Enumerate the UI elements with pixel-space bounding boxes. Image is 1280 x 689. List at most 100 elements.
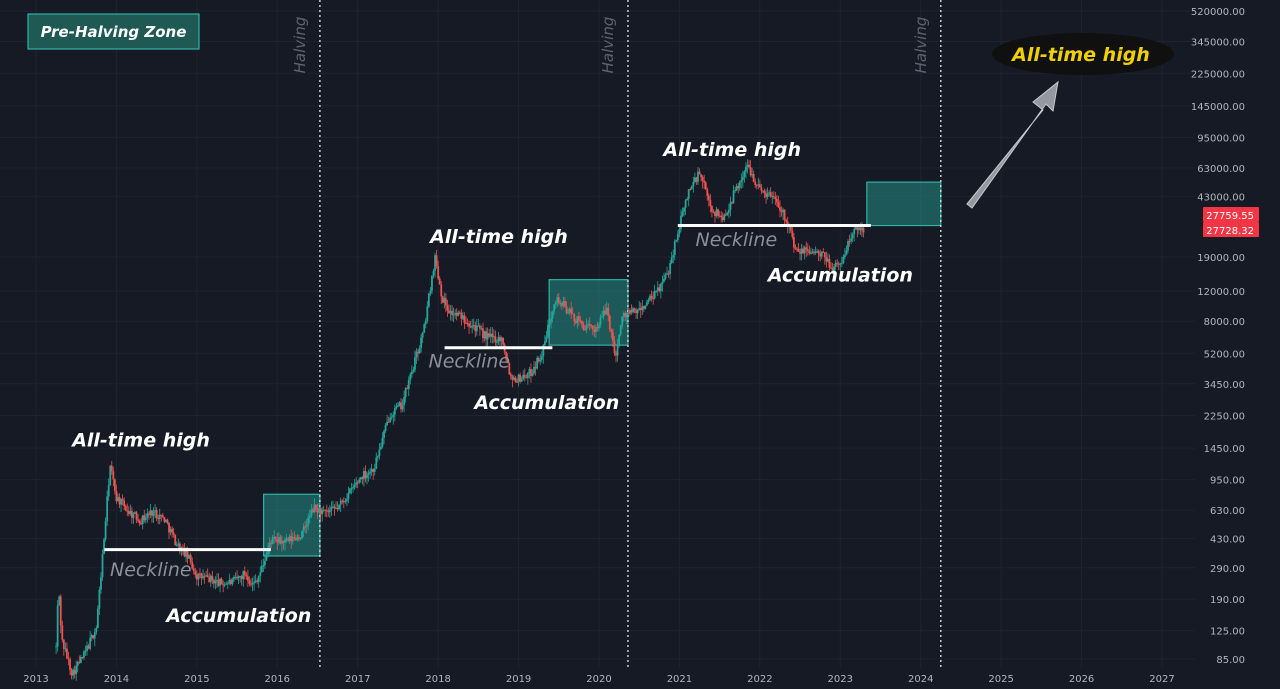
candle-body bbox=[853, 229, 856, 235]
candle-body bbox=[845, 250, 848, 255]
candle-body bbox=[754, 181, 757, 185]
candle-body bbox=[649, 295, 651, 300]
candle-body bbox=[644, 305, 647, 309]
candle-body bbox=[686, 198, 689, 201]
y-tick-label: 12000.00 bbox=[1197, 287, 1245, 298]
candle-body bbox=[766, 193, 769, 197]
y-tick-label: 345000.00 bbox=[1191, 37, 1245, 48]
y-tick-label: 520000.00 bbox=[1191, 7, 1245, 18]
candle-body bbox=[755, 184, 758, 186]
candle-body bbox=[383, 431, 385, 438]
candle-body bbox=[107, 485, 110, 497]
annotations: All-time high Neckline Accumulation All-tim… bbox=[70, 139, 913, 627]
candle-body bbox=[625, 312, 628, 318]
candle-body bbox=[409, 374, 412, 380]
candle-body bbox=[570, 308, 573, 314]
candle-body bbox=[477, 325, 480, 327]
candle-body bbox=[186, 550, 189, 559]
candle-body bbox=[393, 408, 396, 415]
annotation-label: All-time high bbox=[428, 226, 568, 248]
candle-body bbox=[706, 189, 709, 196]
candle-body bbox=[530, 369, 532, 377]
candle-body bbox=[454, 312, 457, 315]
candle-body bbox=[212, 579, 215, 584]
candle-body bbox=[813, 251, 815, 254]
legend-pre-halving-zone: Pre-Halving Zone bbox=[27, 13, 200, 50]
x-tick-label: 2026 bbox=[1069, 674, 1094, 685]
candle-body bbox=[234, 576, 237, 578]
candle-body bbox=[240, 576, 243, 580]
target-label: All-time high bbox=[1010, 44, 1150, 66]
y-tick-label: 1450.00 bbox=[1204, 444, 1245, 455]
candle-body bbox=[418, 347, 421, 354]
candle-body bbox=[197, 573, 200, 580]
candle-body bbox=[219, 578, 221, 586]
candle-body bbox=[794, 247, 797, 249]
candle-body bbox=[746, 164, 749, 167]
candle-body bbox=[160, 514, 163, 516]
candle-body bbox=[407, 379, 410, 390]
candle-body bbox=[622, 313, 625, 317]
candle-body bbox=[672, 255, 675, 258]
candle-body bbox=[410, 371, 413, 375]
candle-body bbox=[693, 177, 696, 182]
candle-body bbox=[166, 519, 169, 524]
candle-body bbox=[129, 510, 132, 514]
candle-body bbox=[652, 298, 655, 300]
candle-body bbox=[460, 312, 463, 319]
candle-body bbox=[666, 273, 668, 275]
candle-body bbox=[350, 488, 353, 490]
candle-body bbox=[630, 310, 633, 313]
candle-body bbox=[324, 509, 327, 511]
candle-body bbox=[223, 584, 226, 586]
candle-body bbox=[497, 336, 500, 342]
candle-body bbox=[800, 248, 803, 254]
candle-body bbox=[106, 496, 109, 522]
candle-body bbox=[369, 471, 371, 474]
candle-body bbox=[718, 215, 721, 217]
candle-body bbox=[556, 297, 559, 303]
candle-body bbox=[731, 202, 733, 204]
candle-body bbox=[211, 575, 214, 580]
candle-body bbox=[579, 320, 582, 322]
y-tick-label: 950.00 bbox=[1210, 476, 1245, 487]
x-tick-label: 2025 bbox=[988, 674, 1013, 685]
candle-body bbox=[421, 332, 424, 338]
candle-body bbox=[789, 225, 792, 231]
candle-body bbox=[58, 596, 61, 606]
annotation-label: All-time high bbox=[661, 139, 801, 161]
candle-body bbox=[732, 190, 735, 203]
candle-body bbox=[70, 669, 73, 676]
candle-body bbox=[194, 571, 197, 575]
candle-body bbox=[471, 325, 474, 328]
candle-body bbox=[192, 568, 195, 572]
candle-body bbox=[715, 209, 718, 217]
candle-body bbox=[64, 648, 67, 650]
candle-body bbox=[646, 302, 648, 306]
candle-body bbox=[559, 303, 562, 305]
candle-body bbox=[191, 561, 194, 569]
candle-body bbox=[124, 506, 127, 511]
candle-body bbox=[749, 167, 752, 176]
candle-body bbox=[680, 215, 682, 229]
candle-body bbox=[765, 193, 767, 197]
candle-body bbox=[522, 374, 525, 379]
candle-body bbox=[457, 312, 460, 316]
y-tick-label: 145000.00 bbox=[1191, 102, 1245, 113]
candle-body bbox=[245, 574, 248, 577]
candle-body bbox=[772, 196, 775, 198]
candle-body bbox=[195, 574, 198, 580]
candle-body bbox=[758, 184, 761, 188]
halving-label: Halving bbox=[599, 17, 617, 74]
candle-body bbox=[349, 488, 351, 493]
current-price-value: 27728.32 bbox=[1206, 226, 1254, 237]
y-tick-label: 2250.00 bbox=[1204, 412, 1245, 423]
y-tick-label: 190.00 bbox=[1210, 595, 1245, 606]
candle-body bbox=[602, 310, 605, 317]
candle-body bbox=[61, 625, 64, 640]
candle-body bbox=[322, 509, 325, 511]
candle-body bbox=[140, 523, 143, 525]
candle-body bbox=[461, 315, 464, 319]
candle-body bbox=[265, 554, 268, 561]
